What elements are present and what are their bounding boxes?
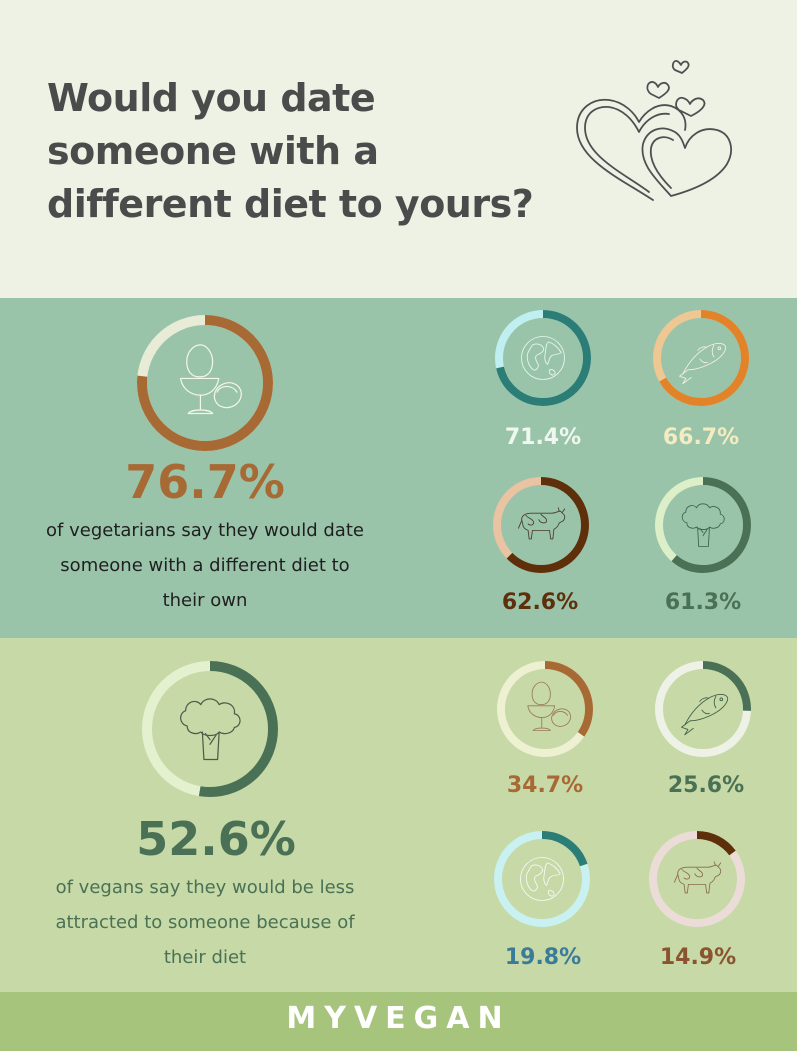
vegans-description: of vegans say they would be less attract… <box>20 870 390 975</box>
vegans-globe-donut <box>494 831 590 927</box>
description-line: of vegetarians say they would date <box>46 520 364 541</box>
cow-icon <box>517 507 566 540</box>
donut-arc <box>497 661 593 757</box>
vegetarians-cow-percent: 62.6% <box>501 590 579 615</box>
donut-arc <box>649 831 745 927</box>
vegetarians-broccoli-percent: 61.3% <box>664 590 742 615</box>
fish-icon <box>679 343 727 385</box>
vegans-egg-donut <box>497 661 593 757</box>
vegans-fish-donut <box>655 661 751 757</box>
vegans-main-percent: 52.6% <box>136 812 296 866</box>
header-section <box>0 0 797 298</box>
egg-cup-icon <box>527 681 572 731</box>
vegans-fish-percent: 25.6% <box>667 773 745 798</box>
hearts-icon <box>576 60 732 201</box>
vegans-cow-percent: 14.9% <box>659 945 737 970</box>
vegetarians-broccoli-donut <box>655 477 751 573</box>
donut-arc <box>655 661 751 757</box>
vegetarians-fish-donut <box>653 310 749 406</box>
broccoli-icon <box>681 503 725 547</box>
description-line: of vegans say they would be less <box>55 877 355 898</box>
donut-arc <box>137 315 273 451</box>
cow-icon <box>673 861 722 894</box>
brand-logo: MYVEGAN <box>286 1001 511 1036</box>
page-title: Would you date someone with a different … <box>47 76 534 226</box>
egg-cup-icon <box>180 344 242 415</box>
vegetarians-cow-donut <box>493 477 589 573</box>
donut-arc <box>493 477 589 573</box>
vegans-cow-donut <box>649 831 745 927</box>
description-line: attracted to someone because of <box>55 912 355 933</box>
globe-icon <box>520 857 564 901</box>
globe-icon <box>521 336 565 380</box>
donut-arc <box>494 831 590 927</box>
vegetarians-main-donut <box>137 315 273 451</box>
vegetarians-globe-percent: 71.4% <box>504 425 582 450</box>
donut-arc <box>655 477 751 573</box>
description-line: their own <box>162 590 248 611</box>
donut-arc <box>495 310 591 406</box>
fish-icon <box>681 694 729 736</box>
broccoli-icon <box>180 698 241 761</box>
description-line: someone with a different diet to <box>60 555 350 576</box>
vegetarians-section <box>0 298 797 638</box>
vegetarians-globe-donut <box>495 310 591 406</box>
footer <box>0 992 797 1051</box>
vegans-globe-percent: 19.8% <box>504 945 582 970</box>
vegetarians-main-percent: 76.7% <box>125 455 285 509</box>
vegans-main-donut <box>142 661 278 797</box>
donut-arc <box>142 661 278 797</box>
vegetarians-description: of vegetarians say they would date someo… <box>20 513 390 618</box>
vegetarians-fish-percent: 66.7% <box>662 425 740 450</box>
vegans-egg-percent: 34.7% <box>506 773 584 798</box>
donut-arc <box>653 310 749 406</box>
description-line: their diet <box>163 947 247 968</box>
